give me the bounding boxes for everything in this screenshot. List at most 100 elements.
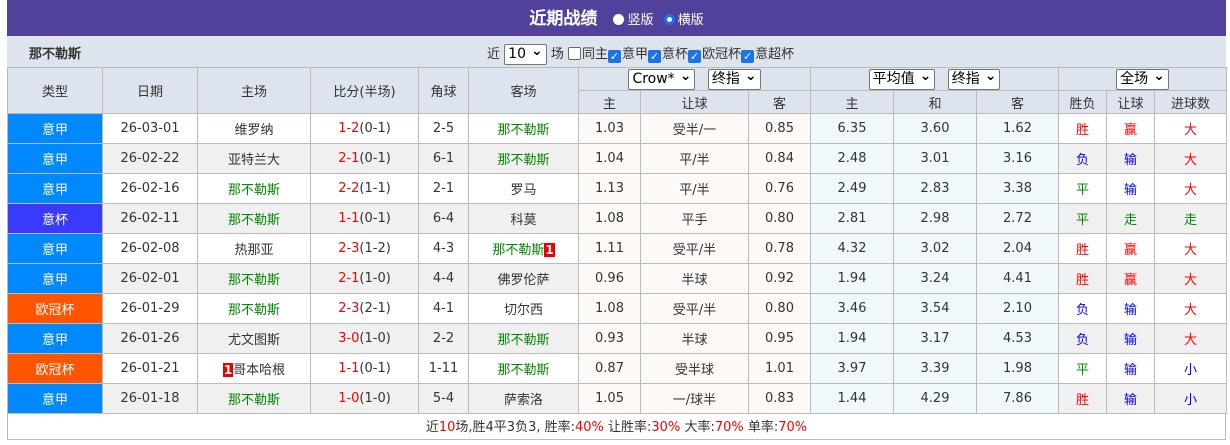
avg-draw-odds: 3.17 (893, 323, 977, 354)
avg-select[interactable]: 平均值 (868, 68, 936, 90)
away-team-name[interactable]: 萨索洛 (503, 393, 543, 408)
checkbox-label[interactable]: 意超杯 (755, 47, 795, 62)
checkbox-label[interactable]: 意杯 (662, 47, 689, 62)
odds-type-select[interactable]: 终指 (947, 68, 1001, 90)
company-select[interactable]: Crow* (628, 68, 696, 90)
team-name: 那不勒斯 (29, 47, 82, 62)
match-type[interactable]: 意甲 (7, 233, 103, 264)
checkbox-2[interactable]: ✓ (648, 50, 662, 63)
match-type[interactable]: 意甲 (7, 113, 103, 144)
away-team-name[interactable]: 那不勒斯 (497, 363, 550, 378)
match-score[interactable]: 2-1(0-1) (310, 143, 419, 174)
checkbox-4[interactable]: ✓ (741, 50, 755, 63)
away-team-name[interactable]: 佛罗伦萨 (497, 273, 550, 288)
away-team[interactable]: 那不勒斯 (468, 353, 579, 384)
home-team[interactable]: 那不勒斯 (197, 173, 311, 204)
home-team[interactable]: 那不勒斯 (197, 203, 311, 234)
home-team-name[interactable]: 那不勒斯 (227, 303, 280, 318)
radio-horizontal-label[interactable]: 横版 (677, 13, 704, 28)
away-team[interactable]: 那不勒斯 (468, 323, 579, 354)
match-score[interactable]: 1-2(0-1) (310, 113, 419, 144)
panel-title: 近期战绩 (529, 9, 598, 29)
match-score[interactable]: 1-1(0-1) (310, 353, 419, 384)
away-team-name[interactable]: 科莫 (510, 213, 537, 228)
match-score[interactable]: 1-0(1-0) (310, 383, 419, 414)
away-team[interactable]: 那不勒斯1 (468, 233, 579, 264)
away-team[interactable]: 佛罗伦萨 (468, 263, 579, 294)
home-team-name[interactable]: 那不勒斯 (227, 213, 280, 228)
avg-home-odds: 2.49 (810, 173, 894, 204)
avg-home-odds: 3.46 (810, 293, 894, 324)
away-team-name[interactable]: 切尔西 (503, 303, 543, 318)
match-score[interactable]: 2-3(2-1) (310, 293, 419, 324)
col-result: 胜负 (1058, 90, 1108, 114)
handicap-result: 输 (1106, 353, 1156, 384)
home-team-name[interactable]: 亚特兰大 (227, 153, 280, 168)
away-team-name[interactable]: 那不勒斯 (497, 153, 550, 168)
home-team[interactable]: 那不勒斯 (197, 293, 311, 324)
home-team-name[interactable]: 那不勒斯 (227, 393, 280, 408)
record-table: 类型 日期 主场 比分(半场) 角球 客场 Crow* 终指 平均值 终指 全场… (7, 67, 1228, 414)
match-score[interactable]: 1-1(0-1) (310, 203, 419, 234)
match-score[interactable]: 2-1(1-0) (310, 263, 419, 294)
checkbox-label[interactable]: 同主 (582, 47, 609, 62)
summary-text: 近 (425, 420, 439, 435)
checkbox-label[interactable]: 意甲 (622, 47, 649, 62)
handicap-result: 走 (1106, 203, 1156, 234)
match-type[interactable]: 意甲 (7, 263, 103, 294)
goals-result: 大 (1154, 293, 1228, 324)
crow-home-odds: 1.13 (578, 173, 641, 204)
away-team[interactable]: 切尔西 (468, 293, 579, 324)
home-team[interactable]: 维罗纳 (197, 113, 311, 144)
away-team[interactable]: 萨索洛 (468, 383, 579, 414)
home-team[interactable]: 那不勒斯 (197, 383, 311, 414)
match-type[interactable]: 意杯 (7, 203, 103, 234)
avg-home-odds: 1.44 (810, 383, 894, 414)
checkbox-3[interactable]: ✓ (688, 50, 702, 63)
result: 胜 (1058, 263, 1108, 294)
match-type[interactable]: 意甲 (7, 323, 103, 354)
home-team-name[interactable]: 尤文图斯 (227, 333, 280, 348)
home-team-name[interactable]: 哥本哈根 (233, 363, 286, 378)
avg-home-odds: 1.94 (810, 263, 894, 294)
away-team-name[interactable]: 罗马 (510, 183, 537, 198)
match-type[interactable]: 意甲 (7, 143, 103, 174)
radio-horizontal[interactable] (663, 14, 675, 25)
radio-vertical-label[interactable]: 竖版 (627, 13, 654, 28)
match-type[interactable]: 欧冠杯 (7, 293, 103, 324)
period-select[interactable]: 全场 (1116, 68, 1169, 90)
match-date: 26-01-26 (102, 323, 198, 354)
away-team[interactable]: 科莫 (468, 203, 579, 234)
checkbox-label[interactable]: 欧冠杯 (702, 47, 742, 62)
match-date: 26-01-21 (102, 353, 198, 384)
home-team[interactable]: 尤文图斯 (197, 323, 311, 354)
home-team-name[interactable]: 热那亚 (234, 243, 274, 258)
summary-text: 让胜率: (603, 420, 652, 435)
home-team-name[interactable]: 那不勒斯 (227, 183, 280, 198)
home-team[interactable]: 热那亚 (197, 233, 311, 264)
match-score[interactable]: 2-3(1-2) (310, 233, 419, 264)
match-type[interactable]: 欧冠杯 (7, 353, 103, 384)
match-type[interactable]: 意甲 (7, 383, 103, 414)
handicap-type-select[interactable]: 终指 (707, 68, 761, 90)
away-team-name[interactable]: 那不勒斯 (497, 123, 550, 138)
radio-vertical[interactable] (613, 14, 625, 25)
away-team[interactable]: 那不勒斯 (468, 143, 579, 174)
home-team[interactable]: 那不勒斯 (197, 263, 311, 294)
checkbox-1[interactable]: ✓ (608, 50, 622, 63)
away-team[interactable]: 那不勒斯 (468, 113, 579, 144)
match-count-select[interactable]: 10 (504, 44, 547, 65)
match-type[interactable]: 意甲 (7, 173, 103, 204)
home-team[interactable]: 亚特兰大 (197, 143, 311, 174)
match-score[interactable]: 3-0(1-0) (310, 323, 419, 354)
match-score[interactable]: 2-2(1-1) (310, 173, 419, 204)
handicap-result: 输 (1106, 143, 1156, 174)
checkbox-0[interactable] (568, 47, 582, 60)
away-team-name[interactable]: 那不勒斯 (497, 333, 550, 348)
home-team-name[interactable]: 那不勒斯 (227, 273, 280, 288)
home-team-name[interactable]: 维罗纳 (234, 123, 274, 138)
away-team-name[interactable]: 那不勒斯 (492, 243, 545, 258)
away-team[interactable]: 罗马 (468, 173, 579, 204)
home-team[interactable]: 1哥本哈根 (197, 353, 311, 384)
crow-away-odds: 0.80 (748, 293, 811, 324)
